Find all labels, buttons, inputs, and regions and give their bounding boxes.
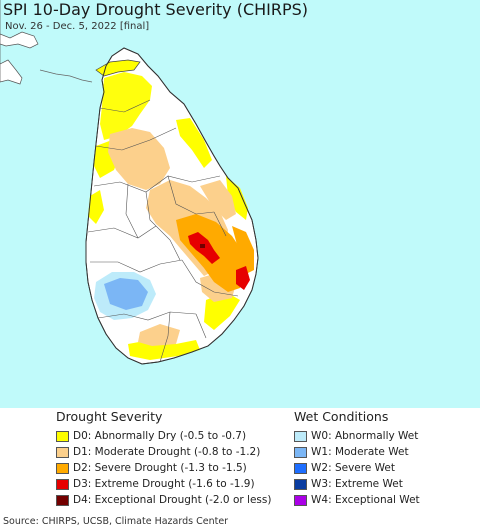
legend-swatch-d3 — [56, 478, 69, 490]
map-subtitle: Nov. 26 - Dec. 5, 2022 [final] — [5, 21, 150, 32]
d0-west — [88, 190, 104, 224]
legend-item-w4: W4: Exceptional Wet — [294, 493, 420, 507]
legend-item-d4: D4: Exceptional Drought (-2.0 or less) — [56, 493, 271, 507]
legend-label-d2: D2: Severe Drought (-1.3 to -1.5) — [73, 462, 247, 474]
w1-southwest — [104, 278, 148, 310]
legend-swatch-d4 — [56, 494, 69, 506]
source-credit: Source: CHIRPS, UCSB, Climate Hazards Ce… — [3, 516, 229, 527]
legend-label-d3: D3: Extreme Drought (-1.6 to -1.9) — [73, 478, 255, 490]
d3-east — [236, 266, 250, 290]
admin-boundaries — [87, 99, 239, 363]
d0-north — [100, 72, 152, 140]
d1-north-central — [108, 128, 170, 190]
legend-label-w4: W4: Exceptional Wet — [311, 494, 420, 506]
legend-label-d0: D0: Abnormally Dry (-0.5 to -0.7) — [73, 430, 247, 442]
legend-item-w2: W2: Severe Wet — [294, 461, 395, 475]
legend-label-w1: W1: Moderate Wet — [311, 446, 409, 458]
india-coast — [0, 0, 23, 85]
d0-southeast — [204, 292, 240, 330]
d4-cell — [200, 244, 205, 248]
india-coast-north — [0, 31, 39, 49]
legend-swatch-d2 — [56, 462, 69, 474]
adams-bridge-islands — [39, 69, 93, 83]
legend-label-w0: W0: Abnormally Wet — [311, 430, 419, 442]
wet-overlay — [94, 272, 156, 320]
d1-east — [200, 180, 236, 220]
legend-item-d1: D1: Moderate Drought (-0.8 to -1.2) — [56, 445, 260, 459]
legend-swatch-w0 — [294, 430, 307, 442]
map-panel: SPI 10-Day Drought Severity (CHIRPS) Nov… — [0, 0, 480, 408]
legend-item-d2: D2: Severe Drought (-1.3 to -1.5) — [56, 461, 247, 475]
legend-label-w2: W2: Severe Wet — [311, 462, 395, 474]
legend-item-d3: D3: Extreme Drought (-1.6 to -1.9) — [56, 477, 255, 491]
legend-item-d0: D0: Abnormally Dry (-0.5 to -0.7) — [56, 429, 246, 443]
d0-northeast — [176, 118, 212, 168]
legend-swatch-w2 — [294, 462, 307, 474]
sri-lanka-map — [0, 0, 480, 408]
legend-swatch-d0 — [56, 430, 69, 442]
d2-east-coast — [232, 226, 254, 274]
legend-swatch-w4 — [294, 494, 307, 506]
legend-swatch-w3 — [294, 478, 307, 490]
legend-label-d1: D1: Moderate Drought (-0.8 to -1.2) — [73, 446, 261, 458]
d0-east-coast — [226, 176, 248, 220]
map-title: SPI 10-Day Drought Severity (CHIRPS) — [3, 0, 309, 19]
legend-label-w3: W3: Extreme Wet — [311, 478, 403, 490]
drought-overlay — [88, 72, 254, 360]
drought-legend-title: Drought Severity — [56, 409, 163, 424]
d1-south — [138, 324, 180, 346]
legend-item-w0: W0: Abnormally Wet — [294, 429, 418, 443]
legend-swatch-w1 — [294, 446, 307, 458]
legend-swatch-d1 — [56, 446, 69, 458]
legend-item-w3: W3: Extreme Wet — [294, 477, 403, 491]
legend-item-w1: W1: Moderate Wet — [294, 445, 409, 459]
legend-label-d4: D4: Exceptional Drought (-2.0 or less) — [73, 494, 272, 506]
wet-legend-title: Wet Conditions — [294, 409, 389, 424]
